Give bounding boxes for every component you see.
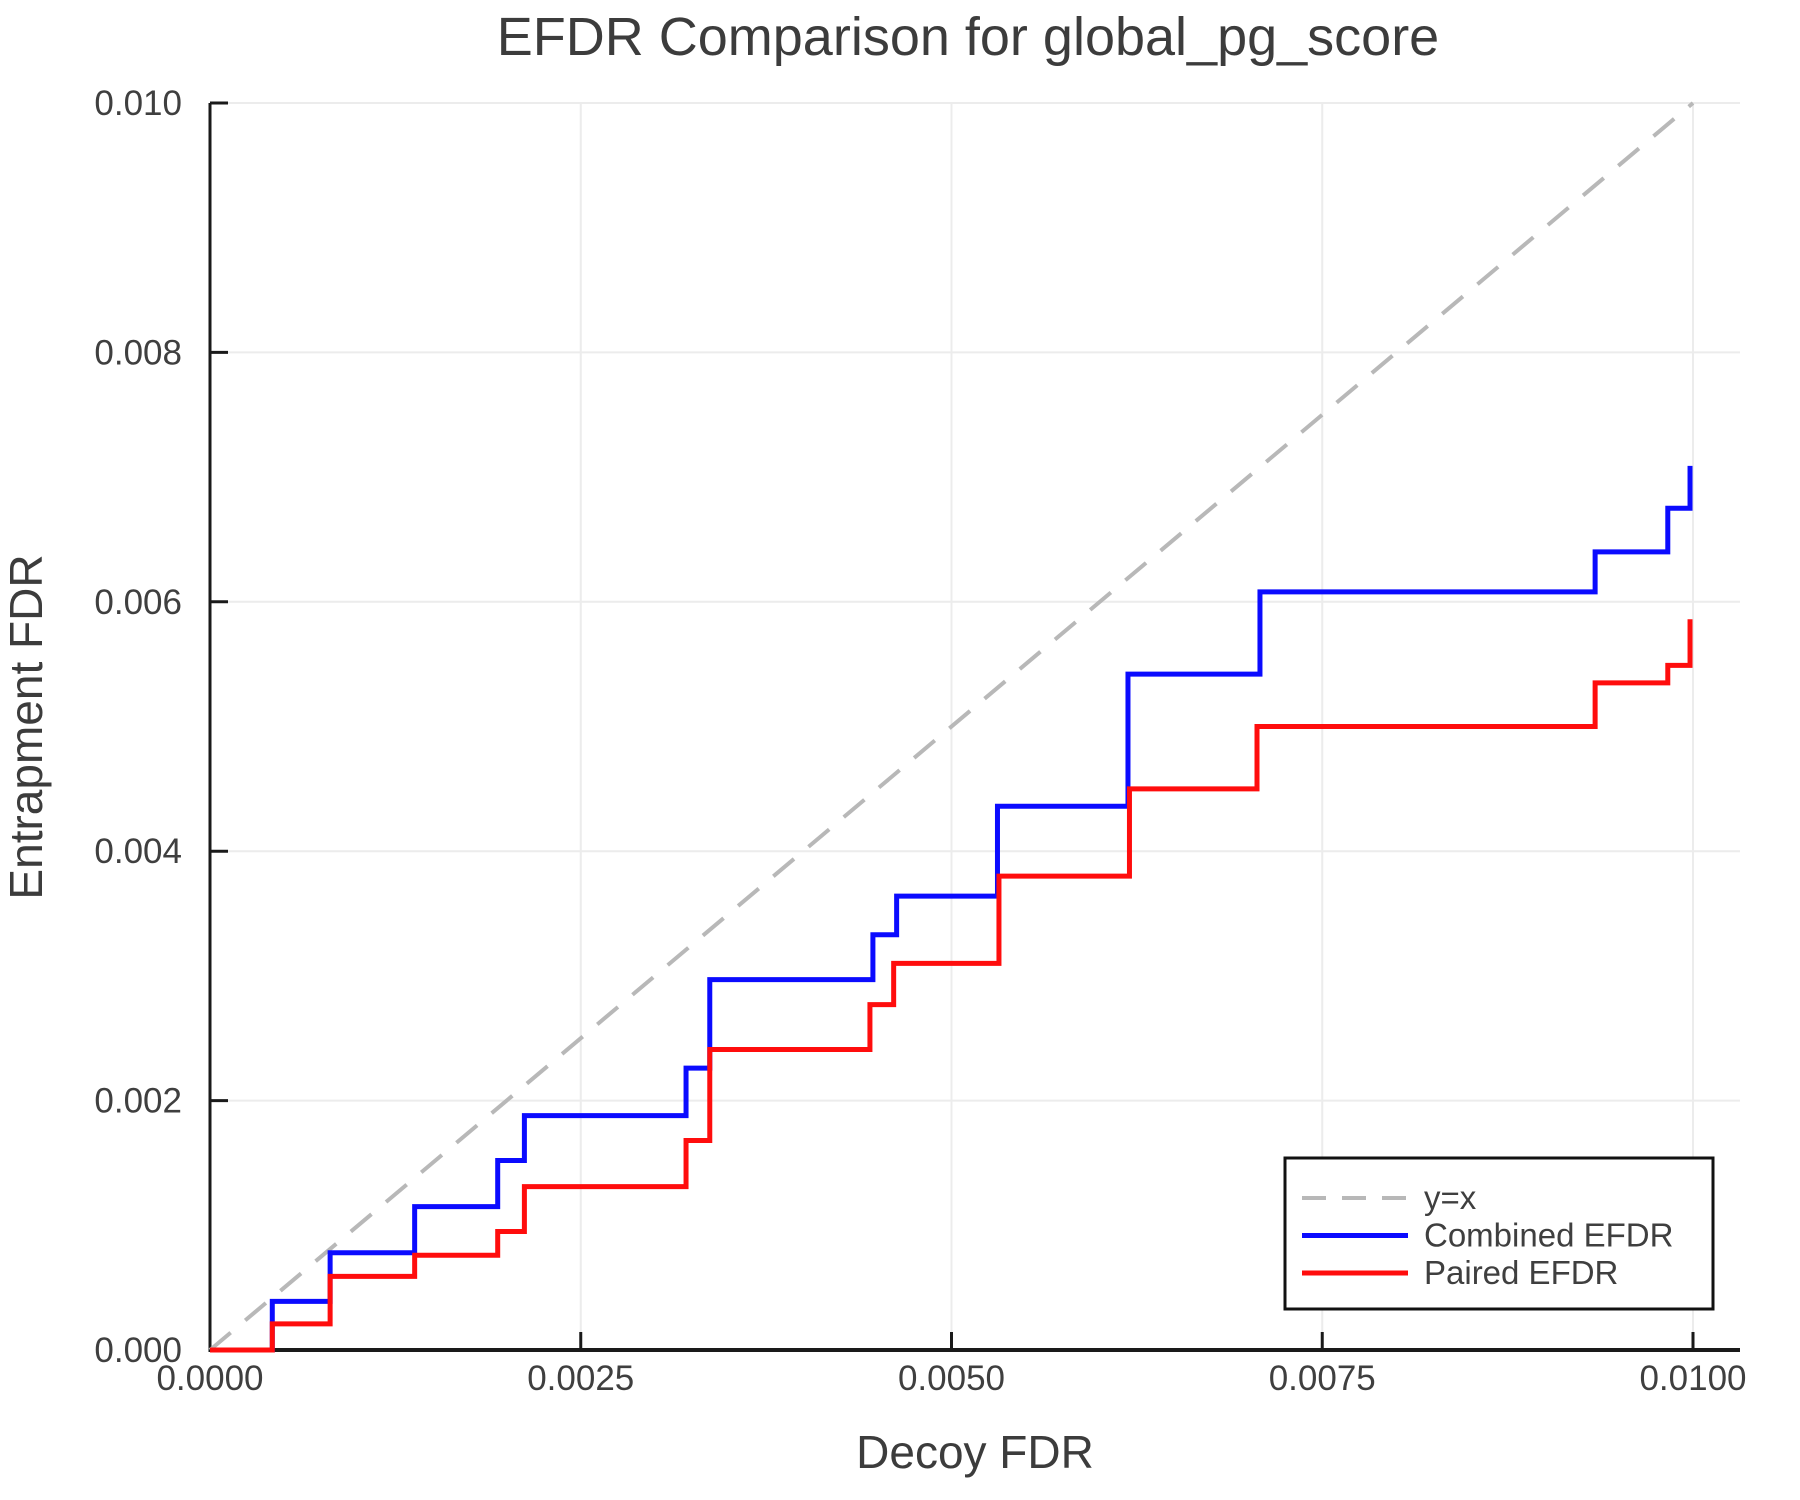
tick-labels: 0.0000 0.0025 0.0050 0.0075 0.0100 0.000 0.002… bbox=[94, 84, 1746, 1398]
chart-title: EFDR Comparison for global_pg_score bbox=[497, 7, 1439, 67]
legend-entry-label: Paired EFDR bbox=[1424, 1254, 1618, 1291]
y-tick-label: 0.010 bbox=[94, 84, 182, 123]
x-tick-label: 0.0075 bbox=[1269, 1359, 1376, 1398]
data-series bbox=[208, 101, 1695, 1353]
x-tick-label: 0.0000 bbox=[156, 1359, 263, 1398]
y-tick-label: 0.006 bbox=[94, 583, 182, 622]
series-paired-efdr bbox=[210, 619, 1693, 1353]
x-tick-label: 0.0100 bbox=[1639, 1359, 1746, 1398]
x-tick-label: 0.0025 bbox=[527, 1359, 634, 1398]
y-tick-label: 0.004 bbox=[94, 832, 182, 871]
legend-entry-label: Combined EFDR bbox=[1424, 1217, 1673, 1254]
y-tick-label: 0.002 bbox=[94, 1082, 182, 1121]
x-tick-label: 0.0050 bbox=[898, 1359, 1005, 1398]
y-tick-label: 0.000 bbox=[94, 1331, 182, 1370]
y-tick-label: 0.008 bbox=[94, 333, 182, 372]
y-axis-label: Entrapment FDR bbox=[0, 554, 52, 899]
gridlines bbox=[210, 102, 1740, 1350]
x-axis-label: Decoy FDR bbox=[856, 1426, 1094, 1478]
series-y-x bbox=[208, 101, 1695, 1352]
axis-spines bbox=[208, 103, 1740, 1352]
legend-entry-label: y=x bbox=[1424, 1179, 1477, 1216]
